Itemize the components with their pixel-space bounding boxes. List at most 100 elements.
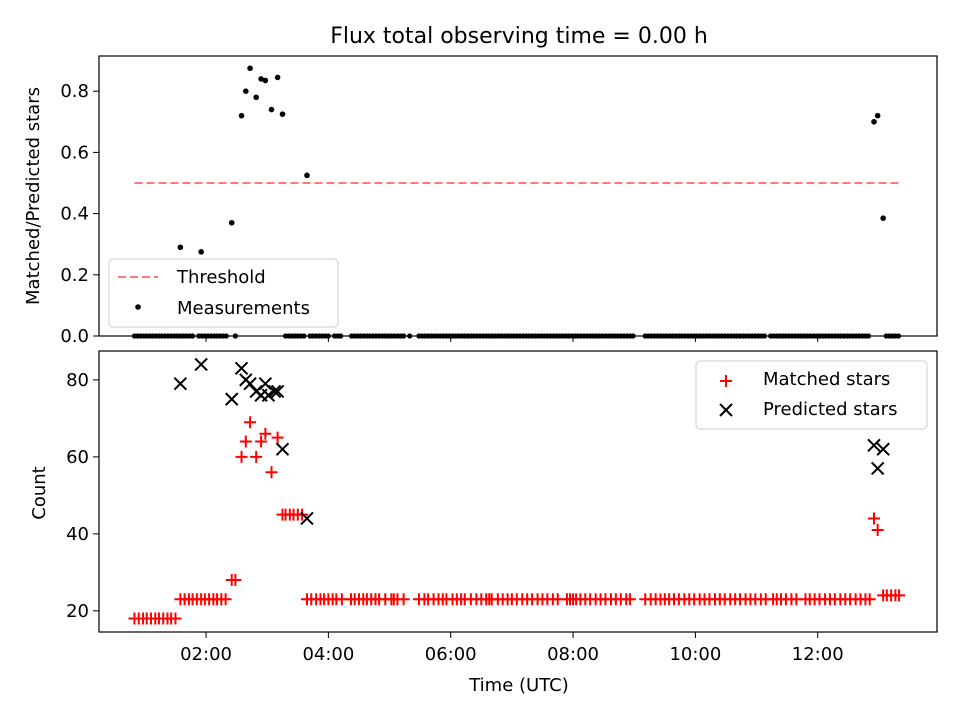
measurement-point xyxy=(880,215,886,221)
measurement-point xyxy=(274,74,281,81)
matched-star-point xyxy=(265,466,278,479)
top-legend-box xyxy=(108,258,339,328)
zero-measurement-point xyxy=(301,333,307,339)
legend-matched-label: Matched stars xyxy=(763,369,890,390)
bottom-legend: Matched stars Predicted stars xyxy=(695,360,928,430)
matched-star-point xyxy=(863,593,876,606)
legend-measurements-label: Measurements xyxy=(177,298,310,319)
zero-measurement-point xyxy=(232,333,239,339)
top-y-tick-label: 0.0 xyxy=(60,326,89,347)
measurement-point xyxy=(874,112,881,119)
measurement-point xyxy=(279,111,286,117)
zero-measurement-point xyxy=(223,333,229,339)
legend-predicted-label: Predicted stars xyxy=(763,399,897,420)
measurement-point xyxy=(238,112,245,119)
top-y-tick-label: 0.8 xyxy=(60,81,89,102)
bottom-y-tick-label: 40 xyxy=(66,524,89,545)
top-panel: 0.00.20.40.60.8 Matched/Predicted stars … xyxy=(23,55,938,347)
zero-measurement-point xyxy=(865,333,872,339)
zero-measurement-point xyxy=(630,333,636,339)
predicted-star-point xyxy=(270,384,285,399)
chart-title: Flux total observing time = 0.00 h xyxy=(330,24,708,49)
top-y-tick-label: 0.6 xyxy=(60,142,89,163)
top-y-axis-label: Matched/Predicted stars xyxy=(23,87,44,305)
predicted-star-point xyxy=(261,388,276,402)
bottom-y-axis: 20 40 60 80 xyxy=(66,370,99,622)
bottom-x-axis: 02:00 04:00 06:00 08:00 10:00 12:00 xyxy=(180,632,844,665)
x-axis-label: Time (UTC) xyxy=(468,675,569,696)
matched-star-point xyxy=(271,431,284,444)
top-x-ticks xyxy=(205,336,819,342)
zero-measurement-point xyxy=(401,333,407,339)
x-tick-label: 12:00 xyxy=(792,644,844,665)
zero-measurement-point xyxy=(338,333,344,339)
zero-measurement-point xyxy=(407,333,413,339)
predicted-star-point xyxy=(173,377,188,391)
x-tick-label: 02:00 xyxy=(180,644,232,665)
zero-measurement-point xyxy=(189,333,196,339)
predicted-star-point xyxy=(867,438,881,453)
measurement-point xyxy=(262,77,269,84)
matched-star-point xyxy=(229,574,242,587)
zero-measurement-point xyxy=(895,333,902,339)
measurement-point xyxy=(258,76,264,82)
top-y-tick-label: 0.2 xyxy=(60,265,89,286)
predicted-star-point xyxy=(194,357,208,372)
bottom-legend-box xyxy=(695,360,928,430)
matched-star-point xyxy=(169,612,182,625)
legend-measurements-swatch xyxy=(135,304,141,310)
predicted-star-point xyxy=(876,442,890,456)
predicted-star-point xyxy=(258,377,273,391)
predicted-star-point xyxy=(300,511,314,526)
top-y-axis: 0.0 0.2 0.4 0.6 0.8 xyxy=(60,81,99,347)
predicted-stars-series xyxy=(173,357,890,526)
legend-predicted-swatch xyxy=(719,403,733,417)
measurements-series xyxy=(177,65,886,255)
x-tick-label: 08:00 xyxy=(547,644,599,665)
matched-star-point xyxy=(239,435,252,448)
matched-star-point xyxy=(867,512,880,525)
top-y-tick-label: 0.4 xyxy=(60,204,89,225)
predicted-star-point xyxy=(870,461,885,476)
predicted-star-point xyxy=(234,361,249,376)
matched-star-point xyxy=(397,593,410,606)
matched-star-point xyxy=(893,589,906,602)
matched-star-point xyxy=(244,416,257,429)
legend-matched-swatch xyxy=(720,375,732,387)
matched-star-point xyxy=(255,435,268,448)
bottom-axes-frame xyxy=(98,350,938,633)
matched-star-point xyxy=(259,427,272,440)
predicted-star-point xyxy=(267,384,282,399)
bottom-y-axis-label: Count xyxy=(29,466,50,519)
matched-star-point xyxy=(219,593,232,606)
predicted-star-point xyxy=(225,392,239,406)
x-tick-label: 04:00 xyxy=(302,644,354,665)
matched-star-point xyxy=(871,523,884,536)
measurement-point xyxy=(871,118,877,125)
measurement-point xyxy=(253,94,260,101)
zero-measurement-point xyxy=(761,333,768,339)
x-tick-label: 10:00 xyxy=(669,644,721,665)
measurement-point xyxy=(243,88,249,94)
measurement-point xyxy=(198,249,204,255)
top-legend: Threshold Measurements xyxy=(108,258,339,328)
bottom-y-tick-label: 20 xyxy=(66,601,89,622)
matched-star-point xyxy=(235,450,248,463)
predicted-star-point xyxy=(243,377,257,391)
matched-star-point xyxy=(623,593,636,606)
measurement-point xyxy=(247,65,253,72)
measurement-point xyxy=(228,219,235,226)
predicted-star-point xyxy=(275,442,290,456)
zero-measurements-series xyxy=(131,333,902,339)
matched-star-point xyxy=(250,450,263,463)
bottom-y-tick-label: 60 xyxy=(66,447,89,468)
matched-stars-series xyxy=(128,416,906,625)
measurement-point xyxy=(304,172,310,179)
x-tick-label: 06:00 xyxy=(425,644,477,665)
measurement-point xyxy=(177,244,184,251)
bottom-y-tick-label: 80 xyxy=(66,370,89,391)
measurement-point xyxy=(268,106,275,113)
legend-threshold-label: Threshold xyxy=(176,267,266,288)
